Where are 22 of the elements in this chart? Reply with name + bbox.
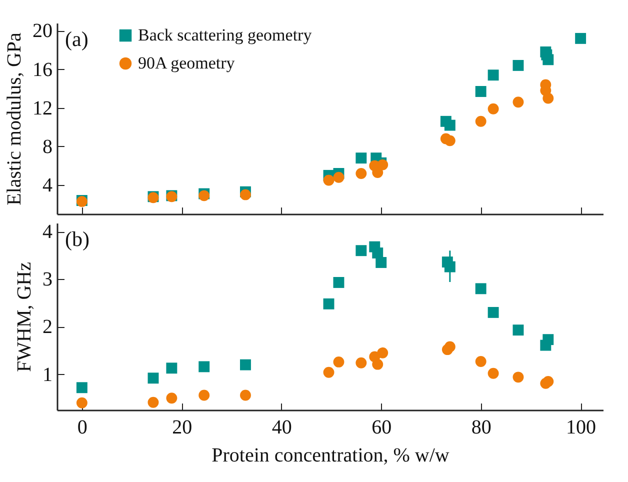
y-tick-label: 12 xyxy=(32,97,52,120)
y-tick-label: 20 xyxy=(32,20,52,42)
legend-label: Back scattering geometry xyxy=(138,26,312,44)
x-tick-label: 40 xyxy=(272,416,292,438)
y-tick-label: 2 xyxy=(42,316,52,338)
legend-label: 90A geometry xyxy=(138,54,236,72)
y-tick-label: 16 xyxy=(32,58,52,81)
x-tick-label: 20 xyxy=(172,416,192,438)
x-tick-label: 80 xyxy=(471,416,492,438)
annotation: (b) xyxy=(65,227,90,251)
annotation: (a) xyxy=(65,27,88,51)
y-tick-label: 8 xyxy=(42,136,52,158)
y-axis-title: FWHM, GHz xyxy=(14,262,36,372)
y-tick-label: 4 xyxy=(42,174,52,197)
y-axis-title: Elastic modulus, GPa xyxy=(4,32,26,206)
x-axis-title: Protein concentration, % w/w xyxy=(212,444,450,466)
y-tick-label: 3 xyxy=(42,268,52,291)
y-tick-label: 4 xyxy=(42,221,52,244)
x-tick-label: 100 xyxy=(566,416,596,438)
y-tick-label: 1 xyxy=(42,364,52,386)
x-tick-label: 0 xyxy=(77,416,88,438)
x-tick-label: 60 xyxy=(372,416,392,438)
